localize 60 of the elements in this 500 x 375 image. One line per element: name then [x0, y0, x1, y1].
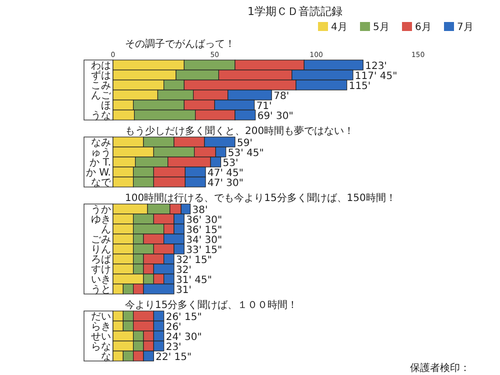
total-label: 31' [176, 285, 192, 296]
legend-label: 4月 [331, 22, 348, 33]
total-label: 47' 30" [208, 178, 244, 189]
y-tick-label: んご [91, 90, 112, 102]
y-tick-label: いき [91, 274, 111, 286]
total-label: 26' [166, 322, 182, 333]
total-label: 117' 45" [354, 71, 398, 82]
y-tick-label: な [101, 352, 111, 362]
total-label: 23' [166, 342, 182, 353]
y-tick-label: らな [91, 342, 111, 352]
y-tick-label: ずは [91, 70, 111, 82]
y-tick-label: こみ [91, 80, 111, 92]
total-label: 31' 45" [176, 275, 212, 286]
y-tick-label: すけ [91, 264, 111, 276]
y-tick-label: だい [91, 312, 111, 322]
y-tick-label: らき [91, 322, 111, 332]
legend-label: 7月 [457, 22, 474, 33]
total-label: 53' 45" [228, 148, 264, 159]
chart-subtitle: 100時間は行ける、でも今より15分多く聞けば、150時間！ [125, 192, 396, 204]
y-tick-label: わは [91, 60, 111, 72]
total-label: 78' [274, 91, 290, 102]
y-tick-label: ほ [101, 100, 111, 112]
y-tick-label: ゅう [91, 148, 111, 158]
total-label: 47' 45" [208, 168, 244, 179]
y-tick-label: なみ [91, 138, 111, 148]
y-tick-label: なで [91, 178, 112, 188]
total-label: 24' 30" [166, 332, 202, 343]
total-label: 34' 30" [186, 235, 222, 246]
total-label: 123' [365, 61, 387, 72]
total-label: 38' [192, 205, 208, 216]
total-label: 115' [348, 81, 371, 92]
y-tick-label: うと [91, 284, 111, 296]
y-tick-label: ごみ [91, 234, 111, 246]
legend-label: 6月 [415, 22, 432, 33]
total-label: 36' 30" [186, 215, 222, 226]
chart-subtitle: もう少しだけ多く聞くと、200時間も夢ではない！ [125, 125, 354, 137]
y-tick-label: か T. [90, 158, 111, 168]
text: 保護者検印： [410, 362, 470, 374]
total-label: 59' [237, 138, 252, 149]
y-tick-label: りん [91, 244, 111, 256]
chart-subtitle: 今より15分多く聞けば、１００時間！ [125, 299, 298, 311]
y-tick-label: ん [101, 224, 111, 236]
y-tick-label: か W. [86, 168, 111, 178]
legend-label: 5月 [373, 22, 390, 33]
total-label: 71' [256, 101, 272, 112]
chart-subtitle: その調子でがんばって！ [125, 38, 235, 50]
y-tick-label: ろば [91, 254, 112, 266]
total-label: 53' [222, 158, 238, 169]
total-label: 33' 15" [186, 245, 222, 256]
total-label: 32' 15" [176, 255, 212, 266]
total-label: 26' 15" [166, 312, 202, 323]
total-label: 36' 15" [186, 225, 222, 236]
y-tick-label: ゆき [91, 214, 111, 226]
chart-title: 1学期ＣＤ音読記録 [248, 5, 342, 18]
y-tick-label: うな [91, 110, 111, 122]
total-label: 32' [176, 265, 192, 276]
total-label: 22' 15" [156, 352, 192, 363]
y-tick-label: うか [91, 204, 111, 216]
total-label: 69' 30" [257, 111, 294, 122]
y-tick-label: せい [91, 332, 111, 342]
